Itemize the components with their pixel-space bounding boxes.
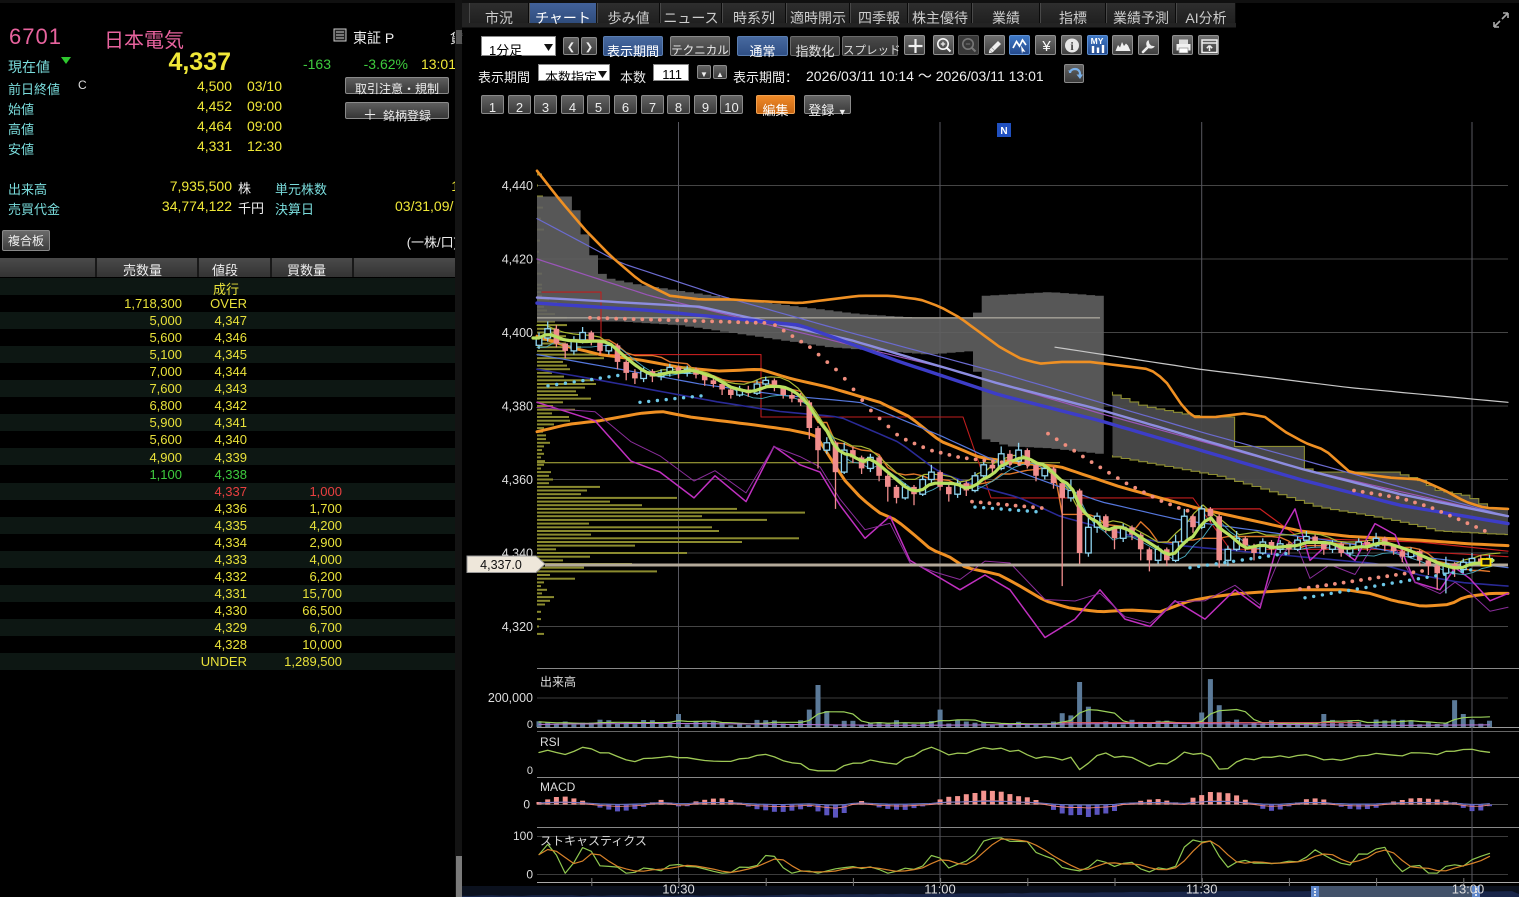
svg-text:200,000: 200,000 [488, 691, 533, 705]
svg-text:13:00: 13:00 [1452, 882, 1485, 897]
svg-text:0: 0 [527, 765, 533, 777]
svg-text:10:30: 10:30 [662, 882, 695, 897]
svg-text:i: i [1070, 39, 1074, 53]
svg-text:0: 0 [523, 798, 530, 812]
svg-text:11:30: 11:30 [1186, 882, 1218, 897]
svg-text:MACD: MACD [540, 780, 576, 794]
svg-text:0: 0 [527, 719, 533, 731]
svg-text:0: 0 [526, 868, 533, 882]
svg-text:100: 100 [513, 829, 533, 843]
svg-text:4,440: 4,440 [502, 179, 533, 193]
svg-text:¥: ¥ [1041, 38, 1051, 55]
svg-text:4,380: 4,380 [502, 400, 533, 414]
svg-text:4,420: 4,420 [502, 253, 533, 267]
svg-text:出来高: 出来高 [540, 674, 576, 689]
svg-text:4,360: 4,360 [502, 473, 533, 487]
svg-text:ストキャスティクス: ストキャスティクス [540, 834, 647, 848]
svg-text:4,320: 4,320 [502, 620, 533, 634]
svg-text:RSI: RSI [540, 735, 560, 749]
svg-text:MY: MY [1091, 36, 1104, 46]
svg-text:4,337.0: 4,337.0 [480, 558, 522, 572]
svg-text:N: N [1000, 126, 1007, 137]
svg-text:4,400: 4,400 [502, 326, 533, 340]
svg-text:11:00: 11:00 [924, 882, 956, 897]
